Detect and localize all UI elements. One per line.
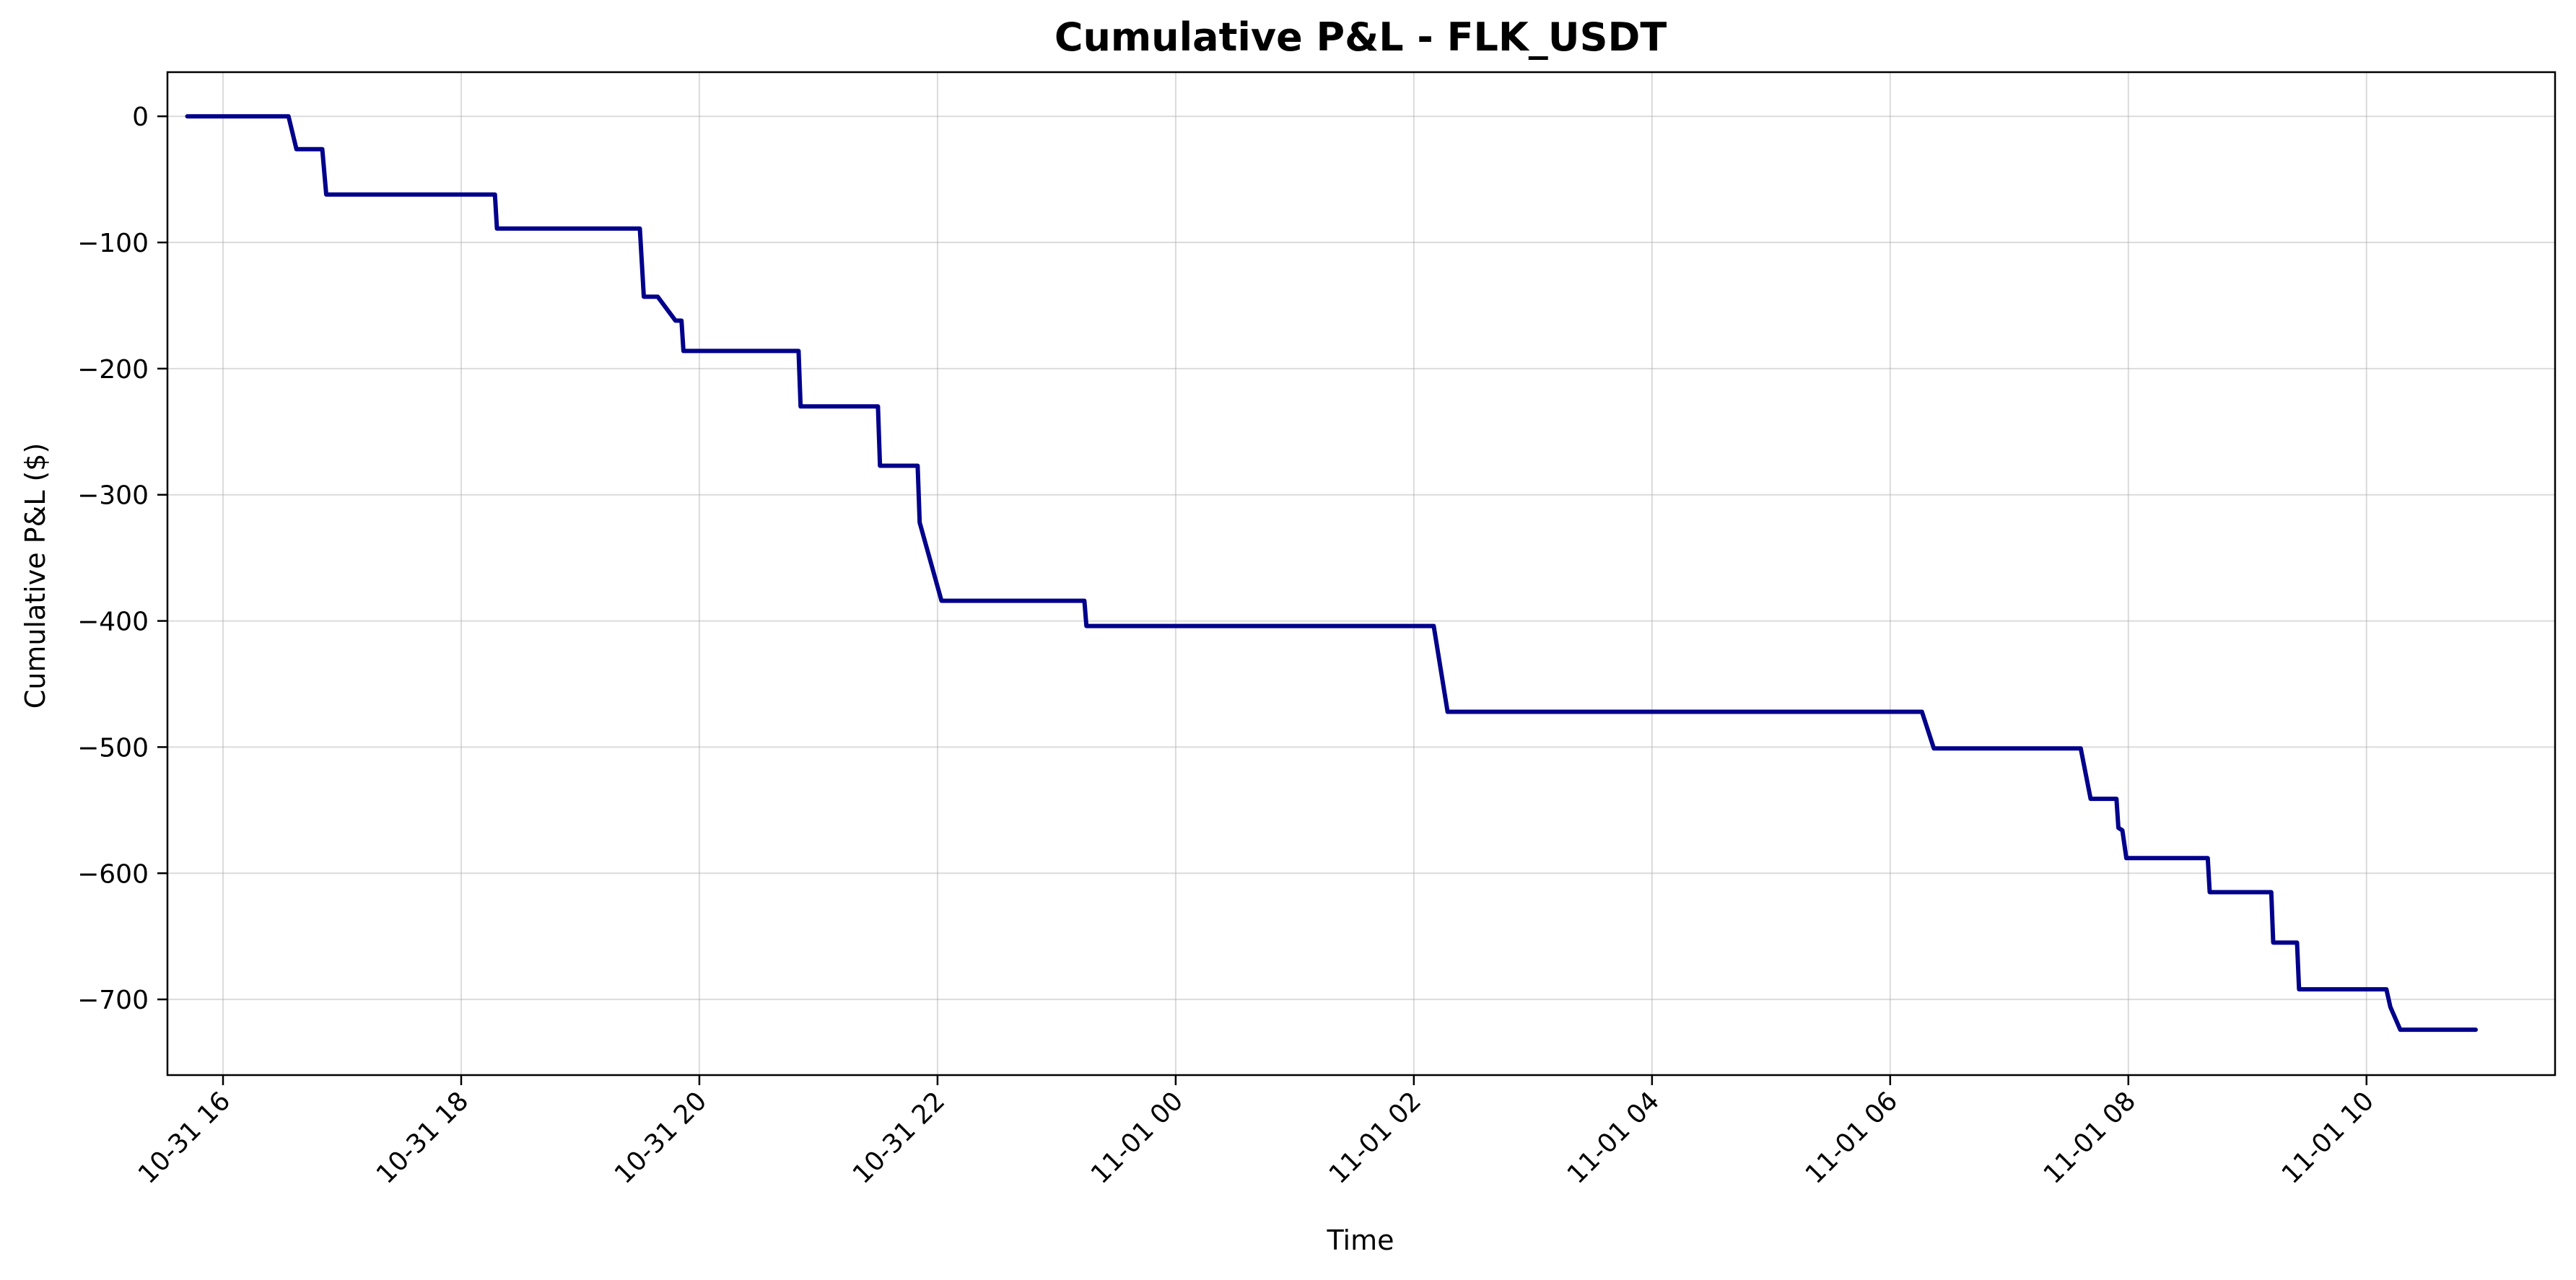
- y-tick-label: 0: [132, 102, 149, 132]
- y-tick-label: −300: [77, 481, 149, 511]
- series-layer: [185, 114, 2478, 1033]
- x-axis-label: Time: [1327, 1224, 1394, 1256]
- plot-area-frame: [166, 71, 2557, 1077]
- grid-lines: [167, 72, 2555, 1075]
- y-tick-label: −100: [77, 229, 149, 258]
- y-axis-label: Cumulative P&L ($): [19, 443, 51, 709]
- y-tick-label: −400: [77, 608, 149, 637]
- y-tick-label: −700: [77, 986, 149, 1015]
- y-tick-label: −200: [77, 355, 149, 385]
- y-tick-label: −600: [77, 859, 149, 889]
- chart-title: Cumulative P&L - FLK_USDT: [1055, 14, 1667, 60]
- y-axis: 0 −100 −200 −300 −400 −500 −600 −700: [77, 102, 167, 1015]
- series-line-cumulative-pnl: [185, 114, 2478, 1033]
- y-tick-label: −500: [77, 733, 149, 763]
